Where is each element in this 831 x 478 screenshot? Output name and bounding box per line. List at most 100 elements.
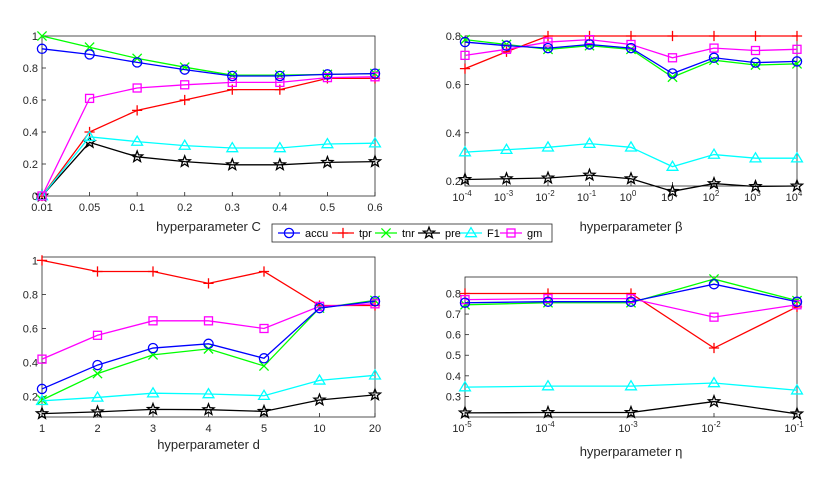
legend-marker-tpr — [337, 227, 349, 239]
data-point-accu — [274, 70, 286, 82]
data-point-tpr — [708, 342, 720, 354]
data-point-accu — [227, 70, 238, 82]
data-point-accu — [147, 342, 159, 354]
data-point-pre — [272, 157, 288, 171]
data-point-accu — [708, 278, 720, 290]
data-point-pre — [540, 170, 556, 185]
legend-marker-accu — [283, 227, 295, 239]
data-point-tpr — [36, 255, 48, 266]
data-point-accu — [501, 40, 512, 51]
data-point-accu — [584, 39, 595, 50]
data-point-gm — [709, 312, 719, 322]
data-point-tnr — [501, 39, 512, 50]
data-point-F1 — [257, 389, 271, 401]
data-point-F1 — [707, 147, 721, 159]
data-point-gm — [132, 83, 142, 93]
series-line-pre — [464, 400, 798, 415]
data-point-F1 — [458, 145, 472, 157]
data-point-tpr — [92, 266, 103, 277]
data-point-F1 — [273, 141, 287, 153]
data-point-pre — [225, 157, 240, 171]
data-point-F1 — [201, 387, 216, 399]
data-point-tpr — [179, 94, 190, 106]
x-tick-label: 4 — [205, 423, 211, 435]
x-tick-label: 0.4 — [272, 202, 287, 214]
data-point-accu — [625, 42, 637, 54]
x-axis-label: hyperparameter η — [580, 444, 683, 459]
y-tick-label: 0.5 — [446, 350, 461, 362]
data-point-tpr — [542, 30, 554, 42]
data-point-accu — [750, 57, 761, 68]
data-point-tpr — [750, 30, 761, 42]
y-tick-label: 0.2 — [23, 159, 38, 171]
legend-marker-tnr — [380, 227, 392, 239]
x-tick-label: 0.3 — [225, 202, 240, 214]
y-tick-label: 0.6 — [446, 79, 461, 91]
data-point-pre — [623, 404, 639, 419]
data-point-tnr — [625, 44, 637, 55]
data-point-F1 — [624, 379, 638, 391]
series-line-F1 — [41, 136, 376, 197]
data-point-gm — [543, 37, 553, 47]
plot-area-beta — [464, 35, 798, 187]
data-point-F1 — [790, 151, 804, 163]
legend: accu tpr tnr pre F1 gm — [271, 223, 553, 243]
x-tick-label: 20 — [369, 423, 381, 435]
data-point-tnr — [92, 368, 103, 379]
data-point-tpr — [258, 266, 270, 277]
data-point-pre — [320, 154, 335, 169]
data-point-tpr — [203, 278, 214, 289]
data-point-pre — [201, 402, 216, 416]
y-tick-label: 0.6 — [23, 323, 38, 335]
series-line-F1 — [464, 382, 798, 391]
data-point-gm — [792, 44, 802, 54]
x-tick-label: 1 — [39, 423, 45, 435]
data-point-pre — [457, 405, 473, 420]
data-point-pre — [457, 171, 473, 186]
series-line-pre — [464, 174, 798, 192]
data-point-accu — [708, 52, 720, 64]
data-point-tnr — [36, 30, 48, 42]
data-point-pre — [789, 178, 805, 193]
data-point-pre — [499, 171, 514, 185]
x-tick-label: 0.5 — [320, 202, 335, 214]
series-line-gm — [41, 303, 376, 360]
data-point-tnr — [791, 58, 803, 69]
data-point-F1 — [458, 380, 472, 392]
x-tick-label: 5 — [261, 423, 267, 435]
y-tick-label: 0.8 — [446, 288, 461, 300]
plot-area-C — [41, 35, 376, 197]
x-tick-label: 0.05 — [79, 202, 100, 214]
x-tick-label: 0.2 — [177, 202, 192, 214]
x-tick-label: 3 — [150, 423, 156, 435]
x-tick-label: 0.1 — [129, 202, 144, 214]
data-point-accu — [92, 359, 103, 371]
y-tick-label: 1 — [32, 255, 38, 267]
x-tick-label: 10-2 — [535, 189, 555, 204]
x-tick-label: 0.6 — [367, 202, 382, 214]
data-point-pre — [90, 404, 105, 419]
data-point-gm — [584, 34, 595, 45]
data-point-pre — [367, 387, 383, 402]
legend-label-tnr: tnr — [402, 228, 415, 240]
data-point-F1 — [541, 140, 555, 152]
y-tick-label: 0.4 — [446, 128, 461, 140]
legend-label-pre: pre — [445, 228, 461, 240]
y-tick-label: 0.3 — [446, 391, 461, 403]
data-point-pre — [312, 392, 327, 407]
data-point-tnr — [258, 360, 270, 371]
data-point-accu — [314, 302, 325, 314]
series-line-F1 — [41, 374, 376, 402]
data-point-F1 — [35, 394, 49, 406]
y-tick-label: 0.4 — [446, 371, 461, 383]
data-point-accu — [36, 383, 48, 395]
data-point-tpr — [667, 30, 678, 42]
data-point-accu — [36, 43, 48, 55]
data-point-F1 — [146, 386, 160, 398]
data-point-accu — [667, 68, 678, 79]
data-point-F1 — [225, 141, 239, 153]
series-line-gm — [41, 76, 376, 197]
data-point-accu — [459, 36, 471, 48]
x-axis-label: hyperparameter β — [580, 219, 683, 234]
